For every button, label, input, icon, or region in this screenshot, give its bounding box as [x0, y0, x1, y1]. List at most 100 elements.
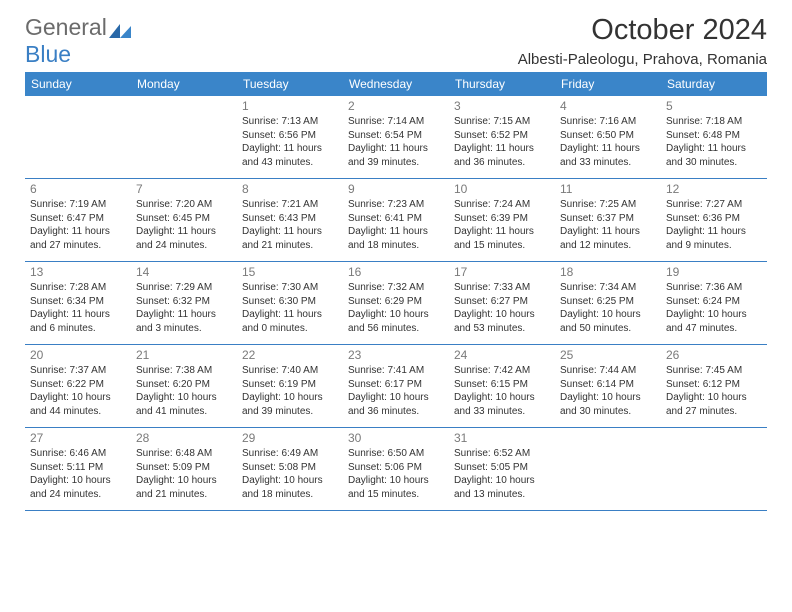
daylight-text: Daylight: 11 hours and 9 minutes. — [666, 225, 762, 252]
sunrise-text: Sunrise: 7:45 AM — [666, 364, 762, 378]
day-info: Sunrise: 6:49 AMSunset: 5:08 PMDaylight:… — [242, 447, 338, 501]
sunset-text: Sunset: 6:52 PM — [454, 129, 550, 143]
daylight-text: Daylight: 10 hours and 56 minutes. — [348, 308, 444, 335]
sunset-text: Sunset: 5:06 PM — [348, 461, 444, 475]
daylight-text: Daylight: 10 hours and 36 minutes. — [348, 391, 444, 418]
day-info: Sunrise: 7:23 AMSunset: 6:41 PMDaylight:… — [348, 198, 444, 252]
daylight-text: Daylight: 10 hours and 44 minutes. — [30, 391, 126, 418]
daylight-text: Daylight: 11 hours and 24 minutes. — [136, 225, 232, 252]
sunrise-text: Sunrise: 7:15 AM — [454, 115, 550, 129]
day-info: Sunrise: 7:30 AMSunset: 6:30 PMDaylight:… — [242, 281, 338, 335]
sunset-text: Sunset: 6:41 PM — [348, 212, 444, 226]
daylight-text: Daylight: 11 hours and 18 minutes. — [348, 225, 444, 252]
day-cell: 2Sunrise: 7:14 AMSunset: 6:54 PMDaylight… — [343, 96, 449, 178]
day-cell: 7Sunrise: 7:20 AMSunset: 6:45 PMDaylight… — [131, 179, 237, 261]
sunrise-text: Sunrise: 7:37 AM — [30, 364, 126, 378]
day-info: Sunrise: 7:15 AMSunset: 6:52 PMDaylight:… — [454, 115, 550, 169]
day-number: 5 — [666, 99, 762, 113]
sunset-text: Sunset: 6:14 PM — [560, 378, 656, 392]
sunrise-text: Sunrise: 7:36 AM — [666, 281, 762, 295]
sunrise-text: Sunrise: 6:52 AM — [454, 447, 550, 461]
day-number: 8 — [242, 182, 338, 196]
day-cell: 6Sunrise: 7:19 AMSunset: 6:47 PMDaylight… — [25, 179, 131, 261]
sunrise-text: Sunrise: 6:48 AM — [136, 447, 232, 461]
day-number: 24 — [454, 348, 550, 362]
day-info: Sunrise: 7:33 AMSunset: 6:27 PMDaylight:… — [454, 281, 550, 335]
header: General Blue October 2024 Albesti-Paleol… — [25, 14, 767, 68]
sunrise-text: Sunrise: 7:32 AM — [348, 281, 444, 295]
day-cell: 23Sunrise: 7:41 AMSunset: 6:17 PMDayligh… — [343, 345, 449, 427]
day-number: 29 — [242, 431, 338, 445]
week-row: 27Sunrise: 6:46 AMSunset: 5:11 PMDayligh… — [25, 428, 767, 511]
week-row: 20Sunrise: 7:37 AMSunset: 6:22 PMDayligh… — [25, 345, 767, 428]
day-number: 17 — [454, 265, 550, 279]
daylight-text: Daylight: 11 hours and 15 minutes. — [454, 225, 550, 252]
day-cell: 25Sunrise: 7:44 AMSunset: 6:14 PMDayligh… — [555, 345, 661, 427]
day-cell: 27Sunrise: 6:46 AMSunset: 5:11 PMDayligh… — [25, 428, 131, 510]
day-info: Sunrise: 7:28 AMSunset: 6:34 PMDaylight:… — [30, 281, 126, 335]
day-header: Wednesday — [343, 72, 449, 96]
sunrise-text: Sunrise: 7:19 AM — [30, 198, 126, 212]
daylight-text: Daylight: 10 hours and 50 minutes. — [560, 308, 656, 335]
daylight-text: Daylight: 10 hours and 33 minutes. — [454, 391, 550, 418]
day-number: 15 — [242, 265, 338, 279]
sunrise-text: Sunrise: 7:23 AM — [348, 198, 444, 212]
day-cell: 30Sunrise: 6:50 AMSunset: 5:06 PMDayligh… — [343, 428, 449, 510]
day-info: Sunrise: 7:44 AMSunset: 6:14 PMDaylight:… — [560, 364, 656, 418]
day-info: Sunrise: 7:21 AMSunset: 6:43 PMDaylight:… — [242, 198, 338, 252]
sunrise-text: Sunrise: 7:42 AM — [454, 364, 550, 378]
day-cell: 31Sunrise: 6:52 AMSunset: 5:05 PMDayligh… — [449, 428, 555, 510]
daylight-text: Daylight: 10 hours and 39 minutes. — [242, 391, 338, 418]
day-cell: 18Sunrise: 7:34 AMSunset: 6:25 PMDayligh… — [555, 262, 661, 344]
daylight-text: Daylight: 11 hours and 21 minutes. — [242, 225, 338, 252]
sunrise-text: Sunrise: 7:27 AM — [666, 198, 762, 212]
day-cell: 8 Sunrise: 7:21 AMSunset: 6:43 PMDaylight… — [237, 179, 343, 261]
day-number: 2 — [348, 99, 444, 113]
day-info: Sunrise: 7:29 AMSunset: 6:32 PMDaylight:… — [136, 281, 232, 335]
empty-day-cell — [555, 428, 661, 510]
logo: General Blue — [25, 14, 131, 68]
daylight-text: Daylight: 10 hours and 18 minutes. — [242, 474, 338, 501]
day-cell: 15 Sunrise: 7:30 AMSunset: 6:30 PMDayligh… — [237, 262, 343, 344]
day-number: 14 — [136, 265, 232, 279]
sunset-text: Sunset: 6:27 PM — [454, 295, 550, 309]
sunset-text: Sunset: 6:17 PM — [348, 378, 444, 392]
daylight-text: Daylight: 11 hours and 0 minutes. — [242, 308, 338, 335]
daylight-text: Daylight: 11 hours and 3 minutes. — [136, 308, 232, 335]
day-info: Sunrise: 6:48 AMSunset: 5:09 PMDaylight:… — [136, 447, 232, 501]
sunset-text: Sunset: 6:47 PM — [30, 212, 126, 226]
day-info: Sunrise: 7:36 AMSunset: 6:24 PMDaylight:… — [666, 281, 762, 335]
sunset-text: Sunset: 6:56 PM — [242, 129, 338, 143]
sunrise-text: Sunrise: 7:18 AM — [666, 115, 762, 129]
sunset-text: Sunset: 6:29 PM — [348, 295, 444, 309]
day-info: Sunrise: 7:24 AMSunset: 6:39 PMDaylight:… — [454, 198, 550, 252]
day-info: Sunrise: 7:16 AMSunset: 6:50 PMDaylight:… — [560, 115, 656, 169]
day-number: 19 — [666, 265, 762, 279]
week-row: 13 Sunrise: 7:28 AMSunset: 6:34 PMDayligh… — [25, 262, 767, 345]
day-cell: 19 Sunrise: 7:36 AMSunset: 6:24 PMDayligh… — [661, 262, 767, 344]
day-header: Thursday — [449, 72, 555, 96]
day-number: 9 — [348, 182, 444, 196]
logo-text-general: General — [25, 14, 107, 40]
sunrise-text: Sunrise: 7:34 AM — [560, 281, 656, 295]
day-info: Sunrise: 7:18 AMSunset: 6:48 PMDaylight:… — [666, 115, 762, 169]
sunrise-text: Sunrise: 7:38 AM — [136, 364, 232, 378]
sunset-text: Sunset: 6:22 PM — [30, 378, 126, 392]
day-info: Sunrise: 7:25 AMSunset: 6:37 PMDaylight:… — [560, 198, 656, 252]
empty-day-cell — [131, 96, 237, 178]
day-number: 13 — [30, 265, 126, 279]
day-number: 7 — [136, 182, 232, 196]
day-number: 26 — [666, 348, 762, 362]
title-block: October 2024 Albesti-Paleologu, Prahova,… — [518, 14, 767, 68]
sunset-text: Sunset: 6:12 PM — [666, 378, 762, 392]
sunrise-text: Sunrise: 6:50 AM — [348, 447, 444, 461]
day-number: 30 — [348, 431, 444, 445]
day-number: 4 — [560, 99, 656, 113]
day-number: 6 — [30, 182, 126, 196]
day-header: Sunday — [25, 72, 131, 96]
day-info: Sunrise: 6:52 AMSunset: 5:05 PMDaylight:… — [454, 447, 550, 501]
day-cell: 24Sunrise: 7:42 AMSunset: 6:15 PMDayligh… — [449, 345, 555, 427]
sunrise-text: Sunrise: 6:46 AM — [30, 447, 126, 461]
day-cell: 5 Sunrise: 7:18 AMSunset: 6:48 PMDaylight… — [661, 96, 767, 178]
day-header: Tuesday — [237, 72, 343, 96]
